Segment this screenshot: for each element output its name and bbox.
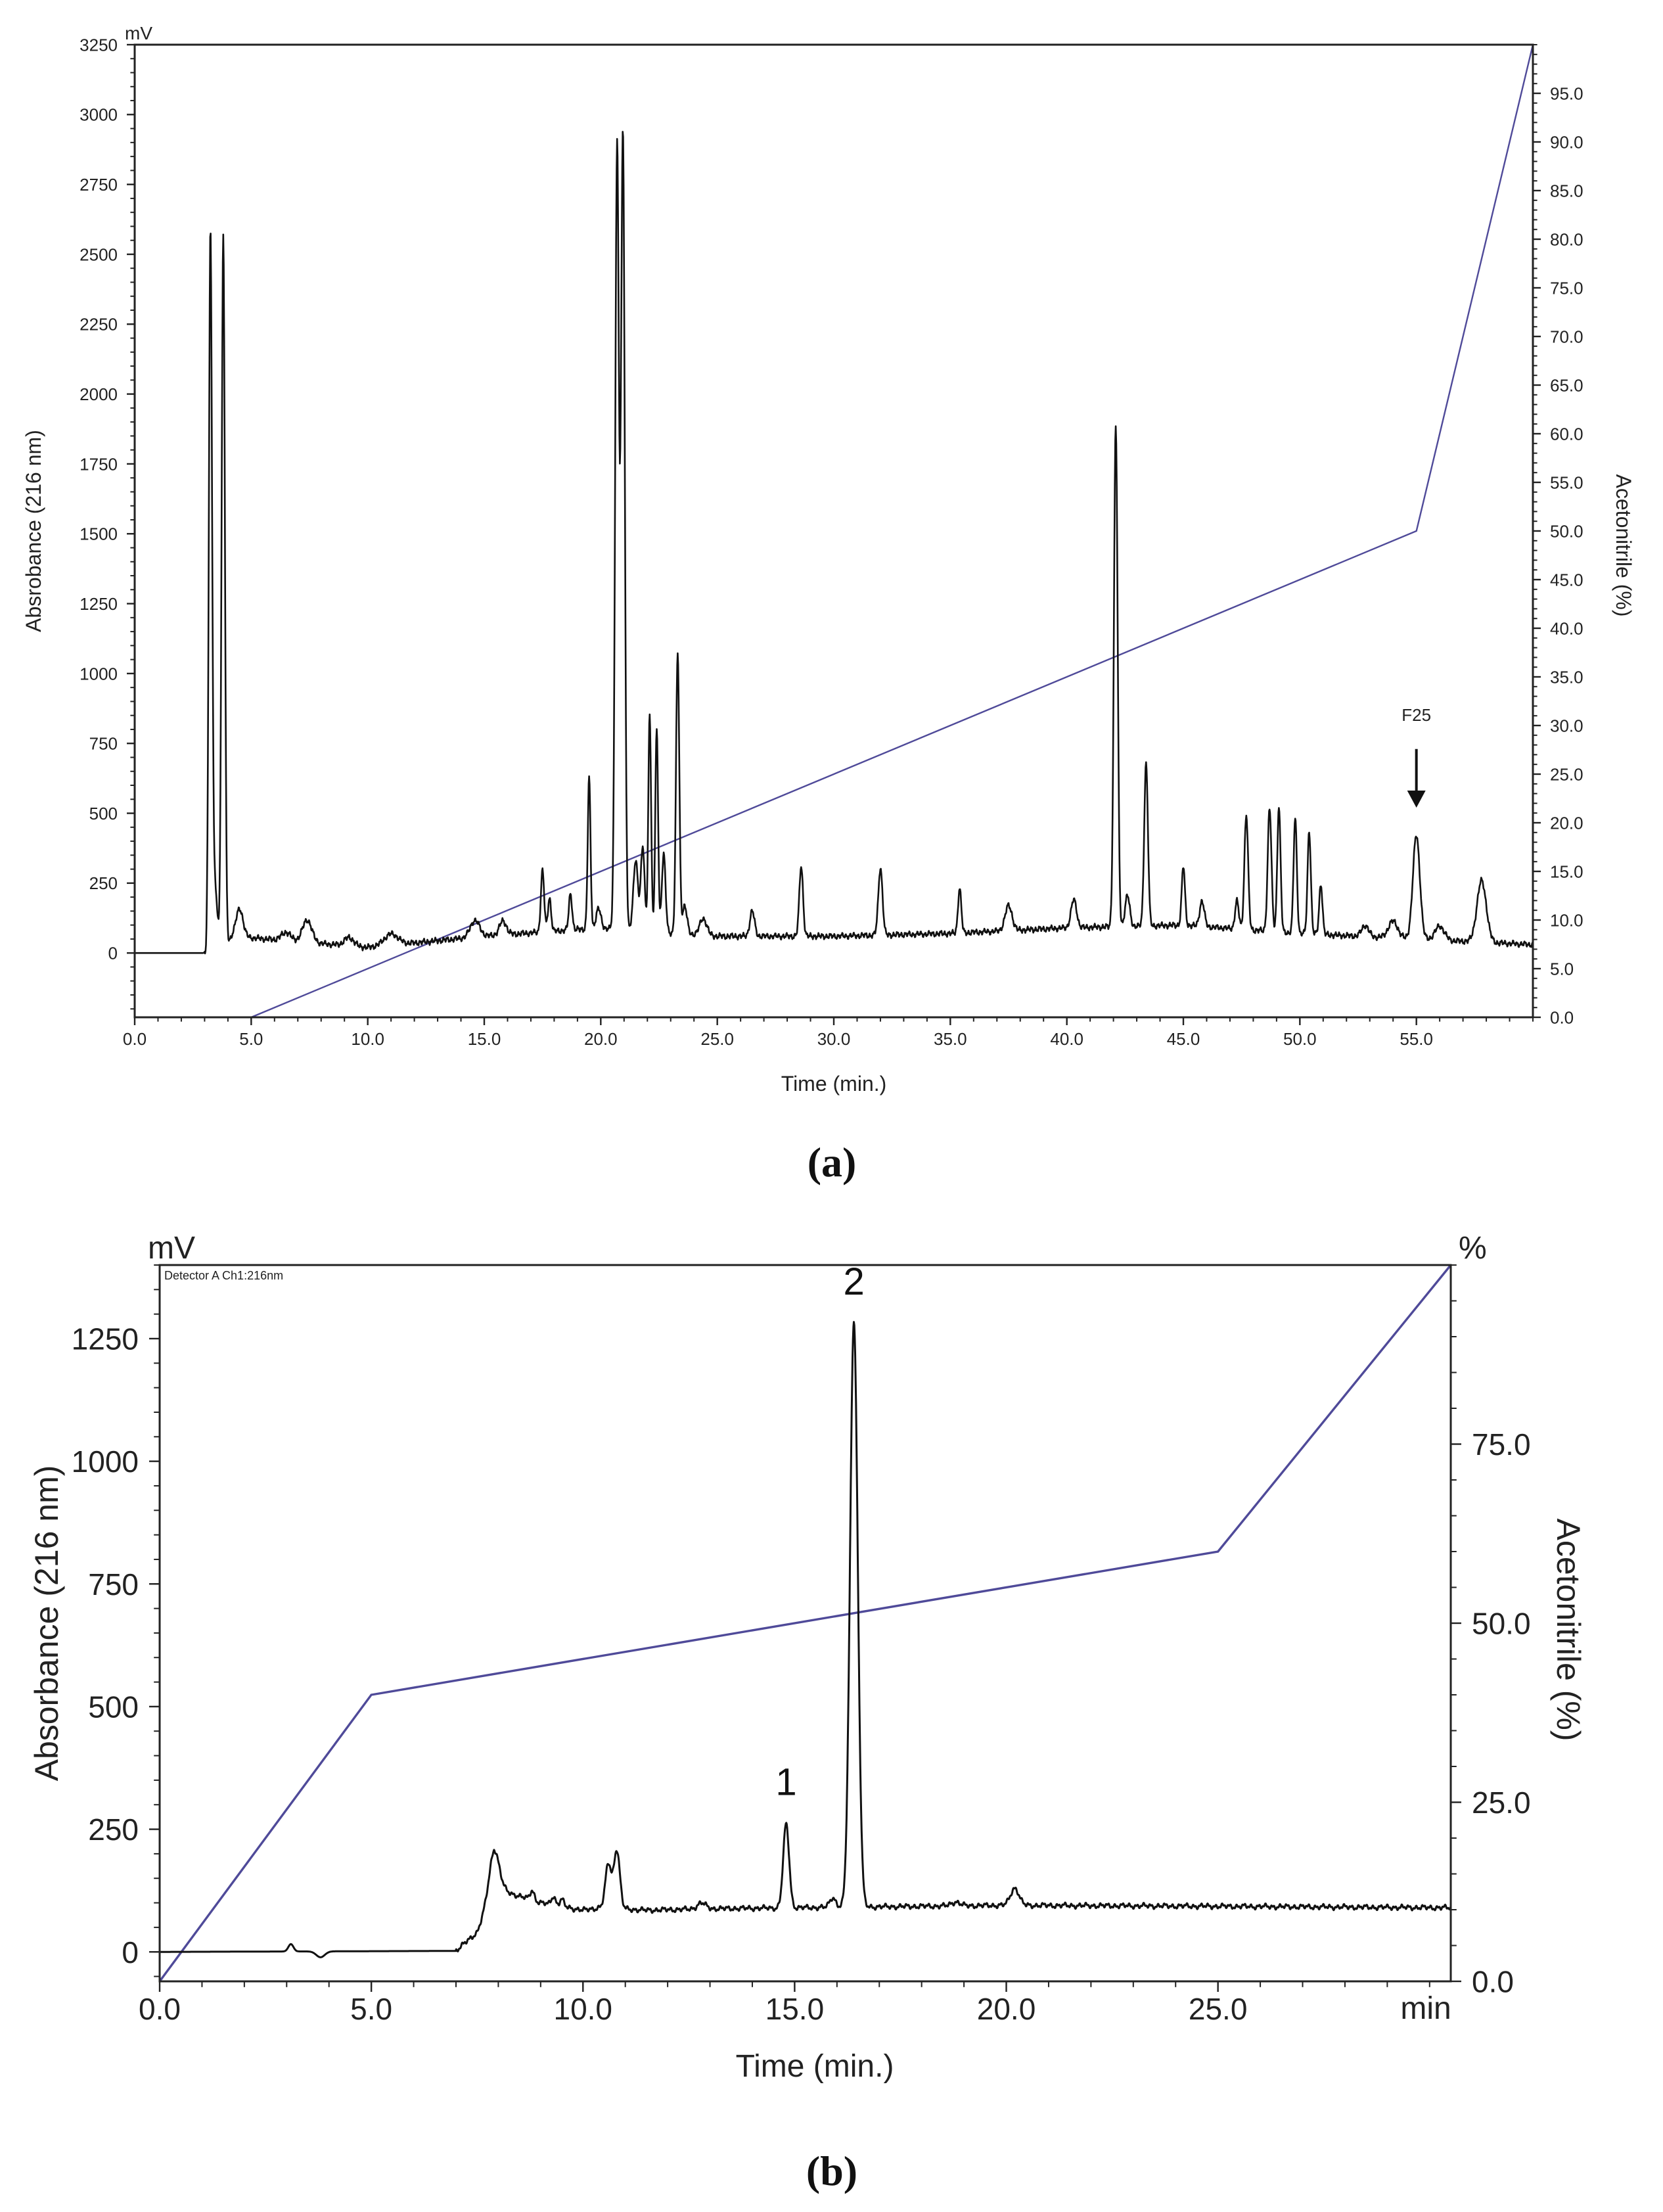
chart-a-y2-tick-label: 70.0 <box>1550 327 1583 346</box>
chart-a-annotation-f25: F25 <box>1401 705 1431 808</box>
chart-a-annotation-label: F25 <box>1401 705 1431 725</box>
chart-a-x-tick-label: 30.0 <box>817 1029 851 1049</box>
chart-a: 0.0 5.0 10.0 15.0 20.0 25.0 30.0 35.0 40.0 45.0 50… <box>22 23 1635 1095</box>
chart-a-y2-tick-label: 35.0 <box>1550 667 1583 687</box>
chart-a-y-tick-label: 2750 <box>80 175 118 195</box>
chart-b-y-unit: mV <box>148 1231 195 1266</box>
chart-a-y-tick-label: 1750 <box>80 454 118 474</box>
chart-a-y2-ticks: 0.0 5.0 10.0 15.0 20.0 25.0 30.0 35.0 40.0 45.0 50… <box>1533 44 1583 1027</box>
chart-b-trace-layer <box>159 1321 1452 1958</box>
chart-a-y2-tick-label: 15.0 <box>1550 862 1583 881</box>
chart-a-y2-tick-label: 20.0 <box>1550 813 1583 833</box>
chart-b-x-tick-label: 20.0 <box>977 1992 1036 2026</box>
chart-b-y2-tick-label: 25.0 <box>1472 1786 1531 1820</box>
chart-a-x-tick-label: 40.0 <box>1050 1029 1083 1049</box>
chart-b-x-tick-label: 15.0 <box>765 1992 825 2026</box>
chart-a-y-tick-label: 1500 <box>80 524 118 544</box>
chart-a-y-tick-label: 500 <box>89 804 118 823</box>
chart-b-peak-label-1: 1 <box>775 1761 796 1803</box>
chart-a-y-tick-label: 1000 <box>80 664 118 683</box>
chart-b-x-tick-label: 10.0 <box>553 1992 612 2026</box>
chart-a-y2-tick-label: 45.0 <box>1550 570 1583 589</box>
chart-b-y2-tick-label: 0.0 <box>1472 1965 1514 1999</box>
chart-b-y-ticks: 0 250 500 750 1000 1250 <box>72 1264 160 1977</box>
chart-a-x-axis-title: Time (min.) <box>781 1072 887 1095</box>
chart-b-y-tick-label: 1250 <box>72 1322 139 1356</box>
chart-a-y2-tick-label: 95.0 <box>1550 83 1583 103</box>
chart-a-trace-layer <box>134 131 1534 955</box>
chart-a-y2-tick-label: 65.0 <box>1550 375 1583 395</box>
chart-b-y2-axis-title: Acetonitrile (%) <box>1550 1519 1587 1741</box>
chart-b-y-tick-label: 500 <box>88 1690 139 1724</box>
chart-b-detector-label: Detector A Ch1:216nm <box>164 1269 283 1282</box>
chart-a-y-tick-label: 2500 <box>80 244 118 264</box>
chart-a-y2-tick-label: 25.0 <box>1550 764 1583 784</box>
chart-b-y-tick-label: 750 <box>88 1567 139 1601</box>
chart-a-y2-tick-label: 30.0 <box>1550 716 1583 735</box>
chart-a-y2-tick-label: 75.0 <box>1550 278 1583 298</box>
chart-a-annotation-arrow-head <box>1407 791 1426 808</box>
chart-b-x-unit: min <box>1400 1991 1451 2026</box>
chart-a-y2-tick-label: 50.0 <box>1550 521 1583 541</box>
chart-b-y2-unit: % <box>1459 1231 1487 1266</box>
chart-b-acetonitrile-gradient-line <box>158 1264 1452 1983</box>
chart-b-y-tick-label: 250 <box>88 1812 139 1847</box>
chart-a-x-tick-label: 20.0 <box>584 1029 618 1049</box>
chart-a-y2-tick-label: 40.0 <box>1550 618 1583 638</box>
chart-a-y2-tick-label: 0.0 <box>1550 1007 1574 1027</box>
chart-a-y2-tick-label: 85.0 <box>1550 181 1583 200</box>
chart-a-y-ticks: 0 250 500 750 1000 1250 1500 1750 2000 2250 2500 27… <box>80 35 135 1010</box>
chart-b-y-tick-label: 0 <box>122 1935 139 1970</box>
panel-a-caption: (a) <box>808 1139 857 1186</box>
chart-a-y-tick-label: 2000 <box>80 384 118 404</box>
chart-a-x-ticks: 0.0 5.0 10.0 15.0 20.0 25.0 30.0 35.0 40.0 45.0 50… <box>123 1017 1534 1049</box>
chart-a-x-tick-label: 0.0 <box>123 1029 147 1049</box>
chart-a-y2-tick-label: 10.0 <box>1550 910 1583 930</box>
chart-b-chromatogram-trace <box>159 1321 1452 1958</box>
chart-a-y-tick-label: 2250 <box>80 315 118 334</box>
chart-b-y2-ticks: 0.0 25.0 50.0 75.0 <box>1451 1264 1531 1999</box>
chart-a-x-tick-label: 55.0 <box>1400 1029 1433 1049</box>
chart-b: 0.0 5.0 10.0 15.0 20.0 25.0 02505007501000125… <box>28 1231 1587 2084</box>
chart-a-y-tick-label: 0 <box>108 944 118 963</box>
chart-a-y2-tick-label: 60.0 <box>1550 424 1583 444</box>
chart-b-x-tick-label: 5.0 <box>350 1992 392 2026</box>
chart-a-y2-tick-label: 55.0 <box>1550 472 1583 492</box>
chart-a-y-tick-label: 250 <box>89 873 118 893</box>
chart-a-y2-axis-title: Acetonitrile (%) <box>1612 474 1635 617</box>
chart-a-y2-tick-label: 90.0 <box>1550 132 1583 152</box>
chart-b-y-tick-label: 1000 <box>72 1444 139 1479</box>
chart-a-x-tick-label: 10.0 <box>351 1029 384 1049</box>
panel-b-caption: (b) <box>806 2148 857 2194</box>
chart-a-y-axis-title: Absrobance (216 nm) <box>22 430 45 632</box>
chart-a-x-tick-label: 50.0 <box>1283 1029 1317 1049</box>
chart-a-x-tick-label: 25.0 <box>700 1029 734 1049</box>
chart-b-x-ticks: 0.0 5.0 10.0 15.0 20.0 25.0 <box>139 1981 1430 2026</box>
chart-a-x-tick-label: 45.0 <box>1167 1029 1200 1049</box>
chart-a-y-tick-label: 3000 <box>80 105 118 125</box>
chart-a-y-unit: mV <box>125 23 152 43</box>
chart-a-y-tick-label: 3250 <box>80 35 118 55</box>
chart-b-gradient-layer <box>158 1264 1452 1983</box>
chart-a-x-tick-label: 15.0 <box>468 1029 501 1049</box>
chart-b-y2-tick-label: 75.0 <box>1472 1427 1531 1462</box>
chart-a-y-tick-label: 1250 <box>80 594 118 614</box>
chart-b-x-tick-label: 0.0 <box>139 1992 181 2026</box>
chart-b-peak-label-2: 2 <box>843 1260 864 1303</box>
chart-b-y-axis-title: Absorbance (216 nm) <box>28 1465 65 1782</box>
chart-b-y2-tick-label: 50.0 <box>1472 1607 1531 1641</box>
chart-a-y-tick-label: 750 <box>89 734 118 754</box>
chart-a-y2-tick-label: 5.0 <box>1550 959 1574 979</box>
chart-a-x-tick-label: 5.0 <box>239 1029 263 1049</box>
chart-a-chromatogram-trace <box>134 131 1534 955</box>
chart-b-x-tick-label: 25.0 <box>1189 1992 1248 2026</box>
chart-a-y2-tick-label: 80.0 <box>1550 229 1583 249</box>
chart-a-x-tick-label: 35.0 <box>934 1029 967 1049</box>
chart-b-x-axis-title: Time (min.) <box>736 2049 894 2084</box>
